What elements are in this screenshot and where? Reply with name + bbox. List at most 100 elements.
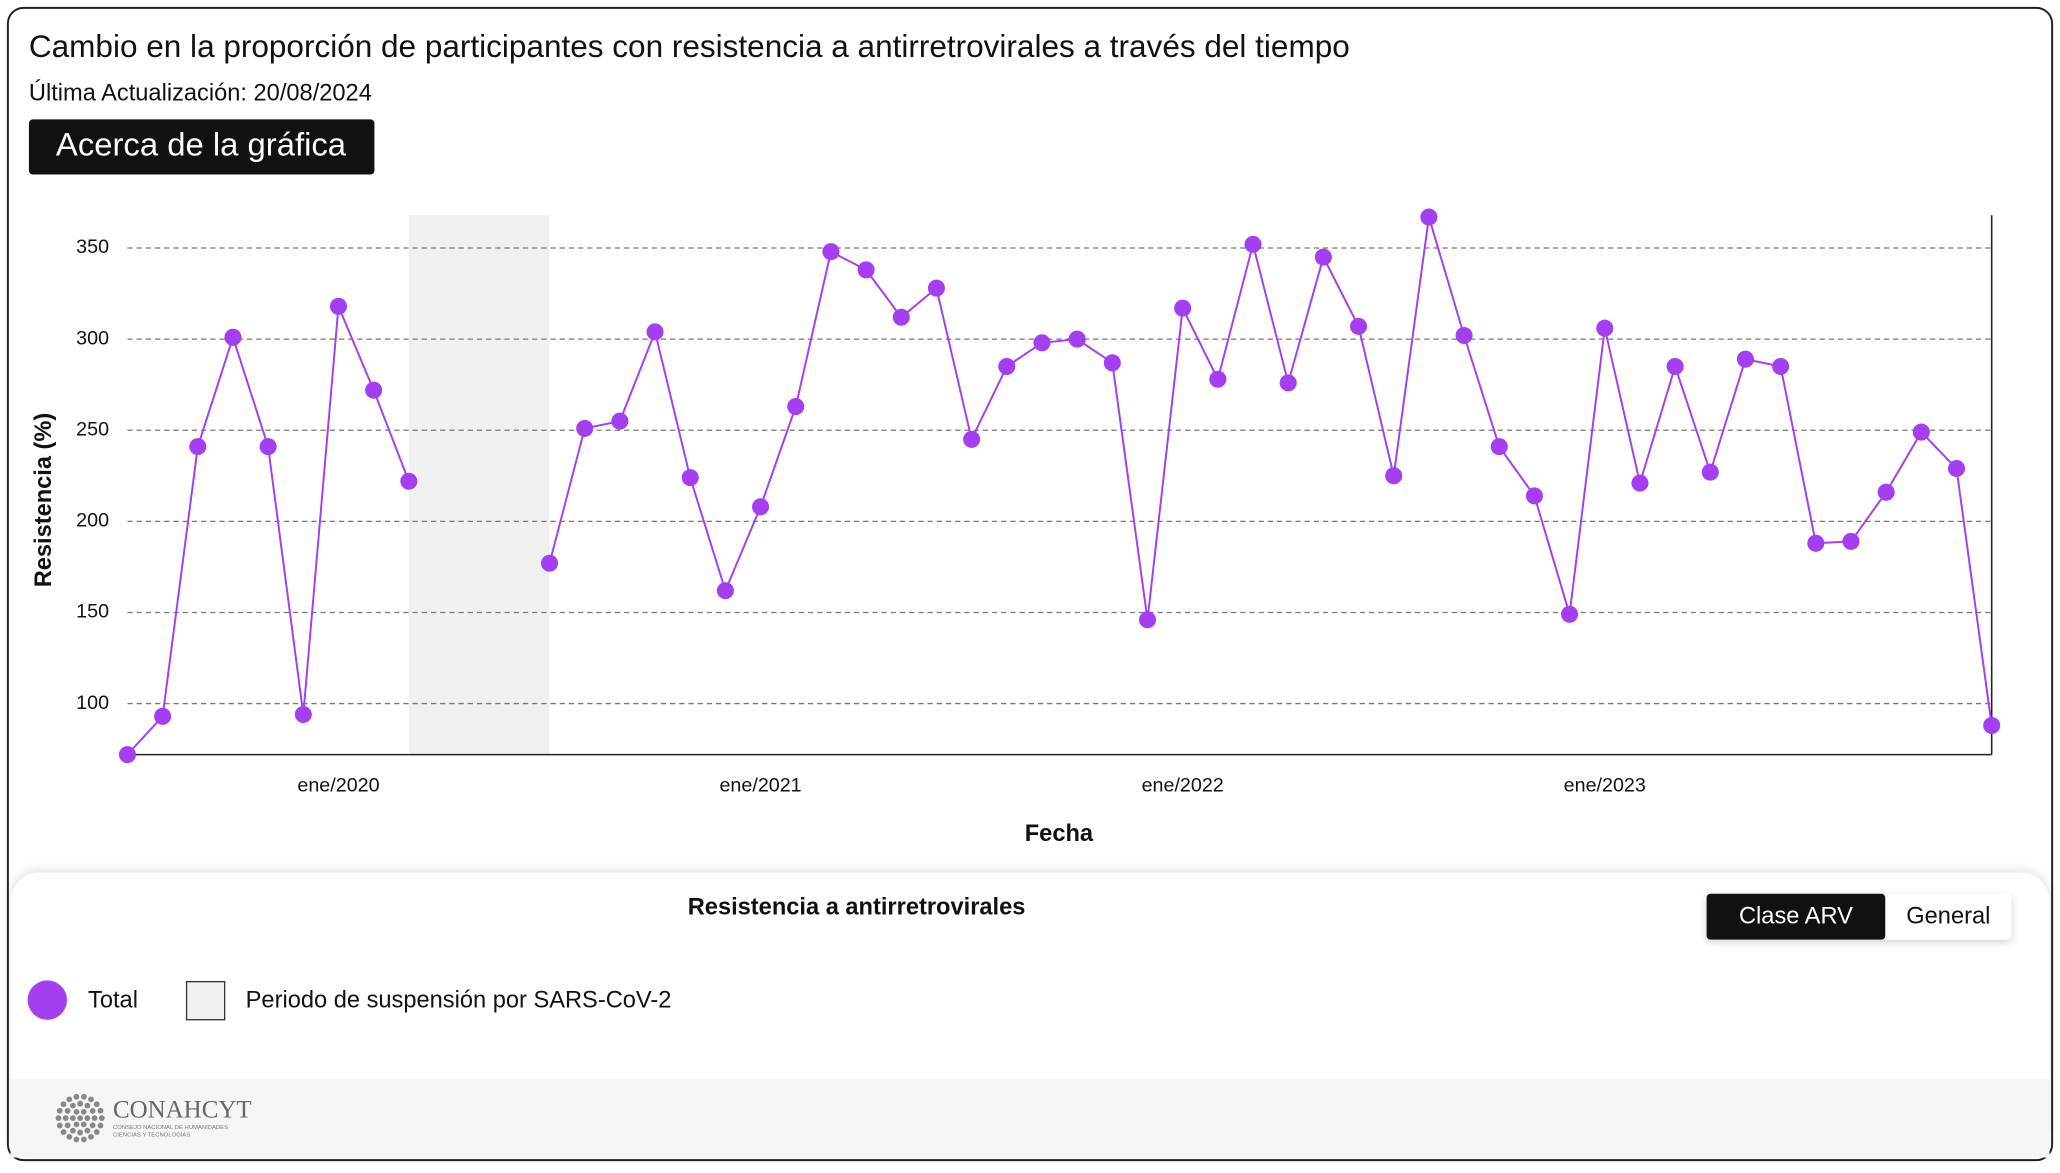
point [1561,605,1579,623]
point [716,582,734,600]
point [259,438,277,456]
point [1068,330,1086,348]
panel-title: Resistencia a antirretrovirales [688,894,1026,920]
y-axis-title: Resistencia (%) [31,413,57,588]
point [1279,374,1297,392]
logo-subtitle: CIENCIAS Y TECNOLOGÍAS [113,1132,190,1139]
y-tick-label: 300 [76,327,109,349]
logo-dot [88,1096,94,1103]
logo-dot [70,1115,76,1122]
point [118,746,136,764]
point [1209,370,1227,388]
about-button-label[interactable]: Acerca de la gráfica [56,126,347,163]
toggle-option[interactable]: General [1906,904,1990,930]
point [787,398,805,416]
logo-dot [60,1129,67,1135]
x-axis-title: Fecha [1025,821,1094,847]
point [224,328,242,346]
point [1490,438,1508,456]
x-tick-label: ene/2020 [297,774,379,796]
logo-dot [97,1122,104,1129]
point [1350,317,1368,335]
legend-marker [185,980,226,1021]
logo-dot [88,1133,94,1140]
point [1772,357,1790,376]
point [1596,319,1614,337]
logo-dot [77,1129,84,1136]
logo-dot [73,1121,80,1128]
point [365,381,383,399]
point [576,419,594,437]
point [927,279,945,297]
logo-dot [73,1093,80,1100]
logo-dot [62,1115,69,1122]
x-tick-label: ene/2022 [1142,774,1224,796]
point [294,705,312,724]
point [892,308,910,326]
logo-dot [56,1122,63,1129]
point [611,412,629,430]
point [1877,483,1895,501]
logo-dot [66,1133,73,1140]
point [1631,474,1649,492]
point [1736,350,1755,368]
logo-dot [84,1115,91,1122]
about-button[interactable] [28,119,375,175]
logo-dot [64,1122,71,1129]
y-tick-label: 150 [76,601,109,623]
toggle-option[interactable]: Clase ARV [1739,904,1853,930]
logo-dot [80,1108,87,1115]
logo-dot [98,1115,105,1122]
point [1666,357,1684,376]
point [857,261,875,279]
point [1420,208,1438,226]
y-tick-label: 250 [76,418,109,440]
logo-dot [77,1115,84,1122]
logo-dot [81,1093,87,1100]
logo-dot [89,1108,96,1114]
logo-dot [66,1096,73,1103]
logo-dot [91,1115,98,1122]
point [400,472,418,490]
logo-dot [64,1108,71,1114]
point [154,707,172,725]
point [1174,299,1192,317]
logo-dot [73,1108,80,1115]
point [1983,716,2001,734]
toggle-active[interactable] [1706,893,1886,940]
point [681,469,699,487]
logo-text: CONAHCYT [113,1096,252,1123]
point [1842,532,1860,550]
logo-dot [84,1102,91,1109]
y-tick-label: 100 [76,692,109,714]
point [998,357,1016,376]
logo-dot [89,1122,96,1129]
point [1701,463,1719,481]
y-tick-label: 350 [76,236,109,258]
point [822,243,840,261]
point [1385,467,1403,485]
y-tick-label: 200 [76,510,109,532]
logo-dot [93,1101,100,1108]
point [1525,487,1543,505]
point [1807,534,1825,552]
chart-subtitle: Última Actualización: 20/08/2024 [29,80,372,107]
logo-icon [55,1093,105,1143]
point [1912,423,1930,441]
point [1314,248,1332,266]
point [1138,611,1157,629]
logo-dot [80,1121,87,1128]
logo-subtitle: CONSEJO NACIONAL DE HUMANIDADES [113,1125,228,1131]
point [646,323,664,341]
legend-label: Periodo de suspensión por SARS-CoV-2 [246,988,672,1014]
legend-marker [27,980,68,1020]
point [1244,235,1262,253]
point [1455,326,1473,345]
footer [10,1078,2050,1158]
suspension-band [408,215,550,755]
point [329,297,348,315]
logo-dot [81,1136,87,1143]
logo-dot [56,1107,63,1114]
